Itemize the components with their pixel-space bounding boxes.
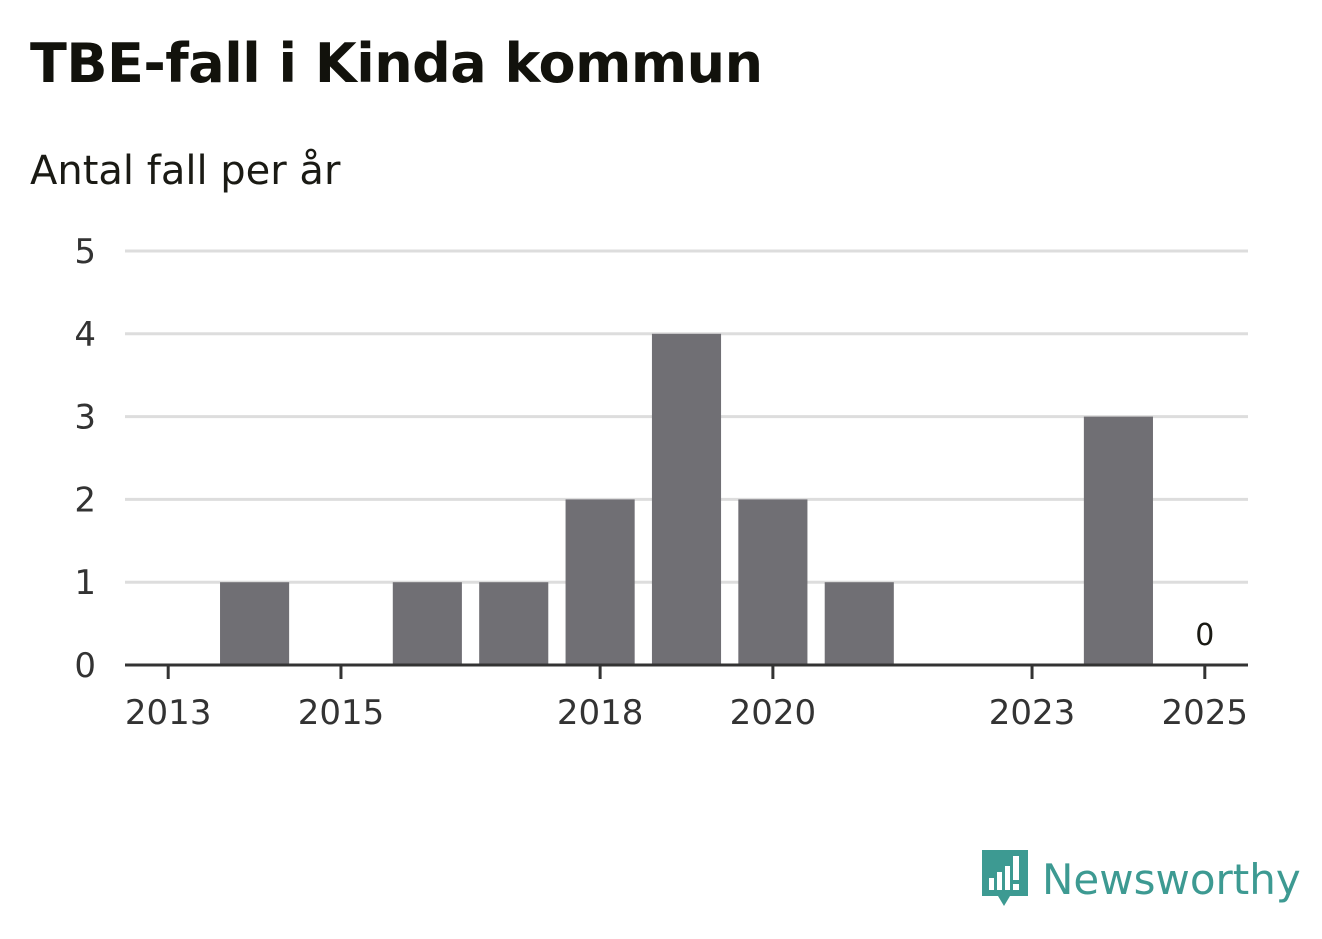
chart-title: TBE-fall i Kinda kommun — [30, 32, 763, 95]
bar-chart-speech-bubble-icon — [982, 850, 1028, 906]
bar — [738, 499, 808, 665]
bar — [220, 582, 290, 665]
brand-name: Newsworthy — [1042, 854, 1301, 904]
y-tick-label: 3 — [74, 398, 96, 438]
x-tick-label: 2015 — [298, 693, 385, 733]
x-tick-label: 2020 — [730, 693, 817, 733]
newsworthy-logo: Newsworthy — [980, 848, 1301, 910]
bar — [824, 582, 894, 665]
data-label: 0 — [1195, 618, 1214, 653]
bar — [392, 582, 462, 665]
bar — [1083, 416, 1153, 665]
bars — [220, 333, 1153, 665]
bar-chart: 0 1 2 3 4 5 2013 2015 2018 2020 2023 2025 0 — [74, 232, 1248, 733]
y-tick-label: 4 — [74, 315, 96, 355]
x-tick-label: 2023 — [989, 693, 1076, 733]
x-tick-label: 2018 — [557, 693, 644, 733]
y-tick-label: 2 — [74, 480, 96, 520]
y-tick-label: 0 — [74, 646, 96, 686]
bar — [651, 333, 722, 665]
chart-subtitle: Antal fall per år — [30, 148, 341, 194]
y-tick-label: 1 — [74, 563, 96, 603]
bar — [479, 582, 549, 665]
x-tick-label: 2025 — [1162, 693, 1249, 733]
x-tick-label: 2013 — [125, 693, 212, 733]
y-tick-label: 5 — [74, 232, 96, 272]
labels: 0 1 2 3 4 5 2013 2015 2018 2020 2023 2025 0 — [74, 232, 1248, 733]
bar — [565, 499, 635, 665]
axes — [125, 663, 1248, 679]
